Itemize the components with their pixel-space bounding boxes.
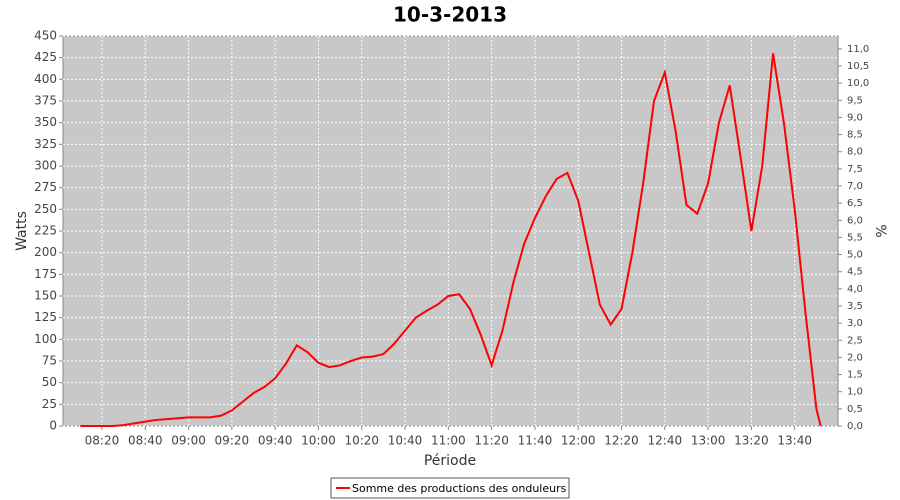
x-tick-label: 09:00 — [171, 434, 206, 448]
y-tick-label: 50 — [42, 375, 57, 389]
x-tick-label: 09:20 — [215, 434, 250, 448]
y-tick-label: 150 — [34, 289, 57, 303]
y-tick-label: 300 — [34, 159, 57, 173]
y-tick-label: 250 — [34, 202, 57, 216]
y-tick-label: 0 — [49, 419, 57, 433]
y-tick-label: 450 — [34, 29, 57, 43]
series-line — [80, 53, 822, 427]
y2-tick-label: 10,5 — [847, 61, 869, 72]
x-tick-label: 12:20 — [604, 434, 639, 448]
x-tick-label: 11:40 — [518, 434, 553, 448]
y2-tick-label: 7,0 — [847, 181, 863, 192]
x-tick-label: 10:00 — [301, 434, 336, 448]
y2-tick-label: 4,5 — [847, 267, 863, 278]
y-axis-label: Watts — [14, 211, 30, 251]
x-tick-label: 11:20 — [474, 434, 509, 448]
y2-tick-label: 2,5 — [847, 335, 863, 346]
legend — [330, 477, 570, 499]
y2-tick-label: 7,5 — [847, 164, 863, 175]
x-axis-label: Période — [424, 453, 476, 469]
y2-tick-label: 1,0 — [847, 387, 863, 398]
y2-tick-label: 9,0 — [847, 112, 863, 123]
y2-tick-label: 6,5 — [847, 198, 863, 209]
y2-tick-label: 10,0 — [847, 78, 869, 89]
x-tick-label: 13:20 — [734, 434, 769, 448]
x-tick-label: 13:40 — [777, 434, 812, 448]
y2-tick-label: 8,0 — [847, 147, 863, 158]
y2-tick-label: 5,0 — [847, 250, 863, 261]
x-tick-label: 10:40 — [388, 434, 423, 448]
y-tick-label: 175 — [34, 267, 57, 281]
y-tick-label: 225 — [34, 224, 57, 238]
y-tick-label: 375 — [34, 94, 57, 108]
x-tick-label: 13:00 — [691, 434, 726, 448]
y2-tick-label: 1,5 — [847, 370, 863, 381]
x-tick-label: 08:40 — [128, 434, 163, 448]
x-tick-label: 11:00 — [431, 434, 466, 448]
y-tick-label: 325 — [34, 137, 57, 151]
y2-tick-label: 3,5 — [847, 301, 863, 312]
y2-tick-label: 4,0 — [847, 284, 863, 295]
y-tick-label: 275 — [34, 180, 57, 194]
x-tick-label: 12:40 — [648, 434, 683, 448]
legend-label: Somme des productions des onduleurs — [352, 482, 567, 495]
y-tick-label: 350 — [34, 115, 57, 129]
x-tick-label: 12:00 — [561, 434, 596, 448]
x-tick-label: 10:20 — [344, 434, 379, 448]
y-tick-label: 425 — [34, 50, 57, 64]
y-tick-label: 75 — [42, 354, 57, 368]
y-tick-label: 125 — [34, 310, 57, 324]
y-tick-label: 400 — [34, 72, 57, 86]
y-tick-label: 25 — [42, 397, 57, 411]
y2-tick-label: 5,5 — [847, 232, 863, 243]
x-tick-label: 09:40 — [258, 434, 293, 448]
y2-tick-label: 11,0 — [847, 44, 869, 55]
chart-title: 10-3-2013 — [393, 3, 507, 27]
y2-axis-label: % — [872, 224, 888, 237]
y-tick-label: 100 — [34, 332, 57, 346]
y-tick-label: 200 — [34, 245, 57, 259]
y2-tick-label: 9,5 — [847, 95, 863, 106]
y2-tick-label: 0,5 — [847, 404, 863, 415]
y2-tick-label: 0,0 — [847, 421, 863, 432]
y2-tick-label: 2,0 — [847, 352, 863, 363]
x-tick-label: 08:20 — [85, 434, 120, 448]
y2-tick-label: 3,0 — [847, 318, 863, 329]
y2-tick-label: 6,0 — [847, 215, 863, 226]
y2-tick-label: 8,5 — [847, 130, 863, 141]
